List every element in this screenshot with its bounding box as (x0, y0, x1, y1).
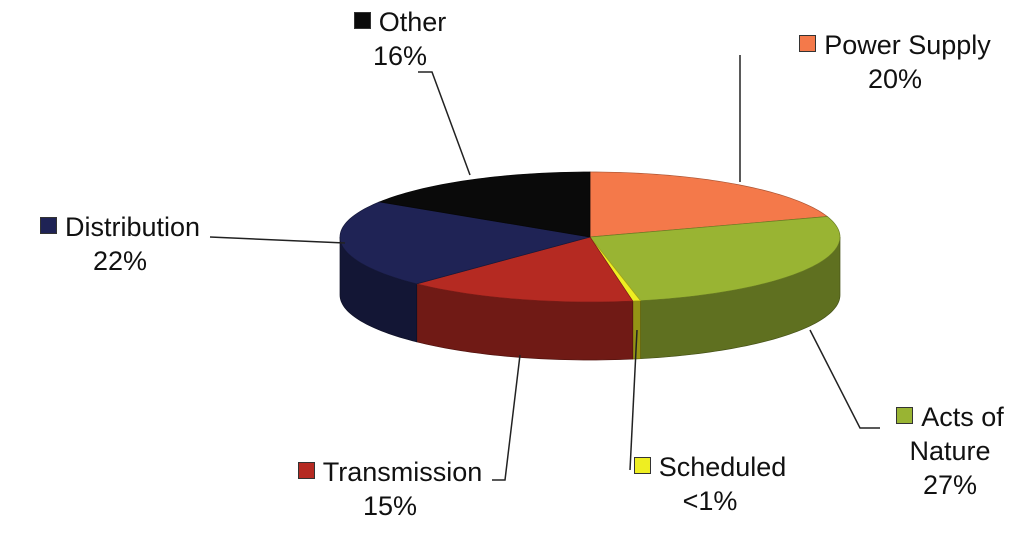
leader-lines (209, 55, 880, 481)
category-label: Power Supply (824, 30, 991, 60)
value-label: <1% (682, 486, 738, 516)
data-label: Distribution 22% (0, 210, 240, 278)
legend-entry: Power Supply (765, 28, 1025, 62)
legend-swatch (39, 217, 57, 234)
leader-line (418, 71, 471, 176)
category-label: Other (378, 7, 447, 37)
pie-slice (378, 171, 591, 238)
data-label: Acts of Nature 27% (875, 400, 1025, 502)
leader-line (492, 354, 521, 481)
legend-swatch (633, 457, 651, 474)
value-label: 16% (372, 41, 428, 71)
category-label: Distribution (64, 212, 201, 242)
value-label: 22% (92, 246, 148, 276)
pie-slice (589, 216, 841, 302)
leader-line (629, 329, 638, 471)
data-label: Transmission 15% (260, 455, 520, 523)
legend-entry: Acts of Nature (875, 400, 1025, 468)
legend-swatch (896, 407, 914, 424)
category-label: Transmission (322, 457, 483, 487)
legend-entry: Distribution (0, 210, 240, 244)
pie (339, 171, 841, 361)
value-label: 20% (867, 64, 923, 94)
legend-entry: Other (300, 5, 500, 39)
category-label: Scheduled (658, 452, 787, 482)
pie-slice (589, 171, 829, 238)
data-label: Scheduled <1% (590, 450, 830, 518)
pie-slice (339, 201, 591, 285)
legend-swatch (799, 35, 817, 52)
data-label: Other 16% (300, 5, 500, 73)
data-label: Power Supply 20% (765, 28, 1025, 96)
leader-line (809, 329, 880, 429)
value-label: 15% (362, 491, 418, 521)
legend-entry: Transmission (260, 455, 520, 489)
category-label: Acts of Nature (909, 402, 1004, 466)
legend-entry: Scheduled (590, 450, 830, 484)
legend-swatch (297, 462, 315, 479)
leader-line (209, 236, 346, 244)
pie-slice (416, 236, 634, 303)
legend-swatch (353, 12, 371, 29)
value-label: 27% (922, 470, 978, 500)
